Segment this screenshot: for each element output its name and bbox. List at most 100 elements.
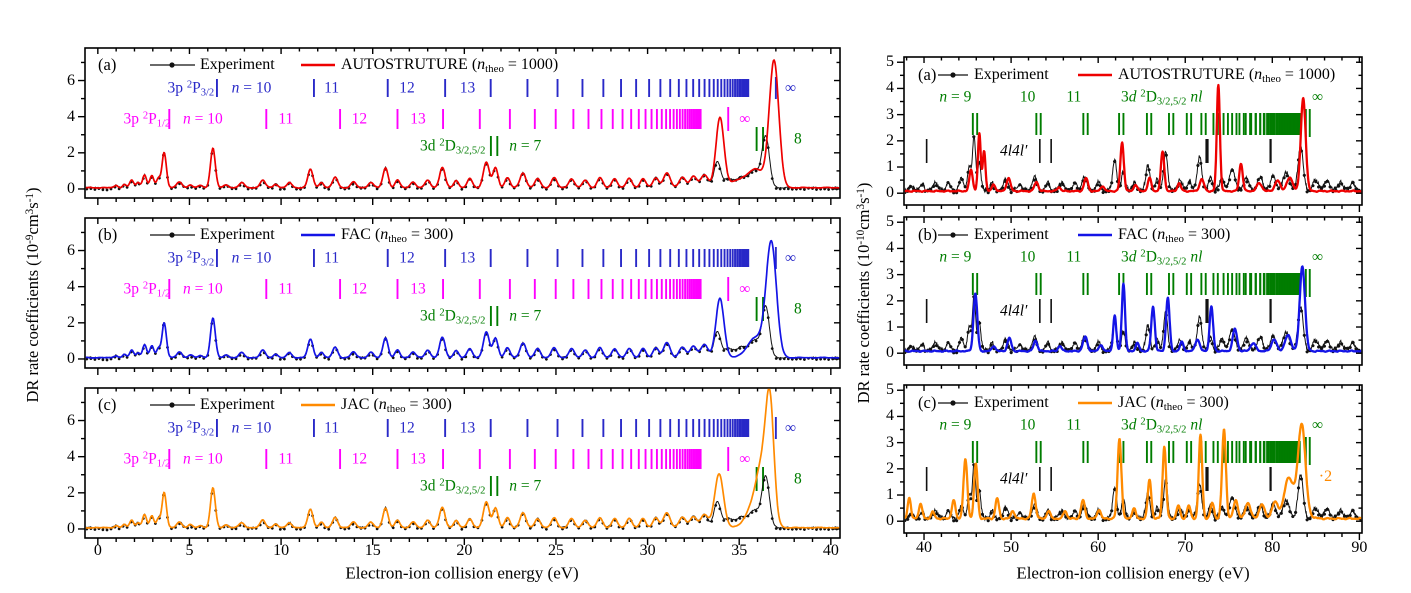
series-label: n = 10: [231, 419, 272, 437]
series-label: 13: [410, 280, 426, 298]
y-tick-label: 3: [886, 265, 894, 283]
series-label: 12: [351, 280, 368, 298]
series-label: n = 10: [231, 79, 272, 97]
theory-curve: [904, 83, 1362, 193]
series-label: 8: [793, 470, 802, 488]
legend-experiment-label: Experiment: [200, 396, 275, 413]
series-label: 13: [459, 79, 476, 97]
legend-theory-label: AUTOSTRUTURE (ntheo = 1000): [341, 56, 559, 76]
series-label: 3d 2D3/2,5/2 nl: [1121, 416, 1203, 436]
x-tick-label: 20: [456, 542, 473, 559]
panel-letter: (a): [98, 54, 117, 74]
series-label: 12: [351, 110, 368, 128]
x-tick-label: 40: [822, 542, 839, 559]
y-tick-label: 0: [886, 512, 894, 530]
y-tick-label: 4: [886, 407, 894, 425]
series-label: 10: [1019, 248, 1036, 266]
series-label: 11: [1066, 88, 1082, 106]
series-label: 10: [1019, 416, 1036, 434]
series-label: 11: [1066, 416, 1082, 434]
y-tick-label: 2: [886, 131, 894, 149]
legend-experiment-label: Experiment: [974, 66, 1049, 83]
legend-experiment-marker: [950, 72, 956, 78]
theory-curve: [85, 59, 840, 189]
series-label: 3p 2P3/2: [167, 419, 215, 439]
series-label: 3p 2P1/2: [123, 280, 171, 300]
theory-curve: [85, 388, 840, 529]
panel-letter: (c): [918, 392, 937, 412]
series-label: 3p 2P1/2: [123, 110, 171, 130]
y-tick-label: 2: [886, 459, 894, 477]
series-label: ∞: [739, 110, 751, 128]
experiment-curve: [904, 295, 1362, 354]
series-label: ∞: [1312, 88, 1324, 106]
series-label: 3d 2D3/2,5/2 nl: [1121, 88, 1203, 108]
legend-theory-label: AUTOSTRUTURE (ntheo = 1000): [1118, 66, 1336, 86]
panel-letter: (b): [98, 224, 118, 244]
y-tick-label: 5: [886, 53, 894, 71]
y-tick-label: 2: [67, 313, 75, 331]
series-label: 3d 2D3/2,5/2 nl: [1121, 248, 1203, 268]
y-tick-label: 1: [886, 318, 894, 336]
series-label: ∞: [739, 280, 751, 298]
series-label: ∞: [785, 249, 797, 267]
legend-theory-label: JAC (ntheo = 300): [1118, 394, 1229, 414]
y-tick-label: 5: [886, 381, 894, 399]
y-tick-label: 1: [886, 158, 894, 176]
series-label: n = 9: [939, 416, 972, 434]
series-label: n = 9: [939, 88, 972, 106]
x-tick-label: 90: [1351, 539, 1368, 556]
series-label: ∞: [1312, 416, 1324, 434]
theory-curve: [85, 239, 840, 359]
legend-experiment-label: Experiment: [974, 226, 1049, 243]
y-tick-label: 0: [886, 184, 894, 202]
series-label: n = 9: [939, 248, 972, 266]
series-label: n = 7: [509, 477, 542, 495]
series-label: 11: [324, 249, 340, 267]
legend-theory-label: FAC (ntheo = 300): [341, 226, 454, 246]
x-tick-label: 15: [364, 542, 381, 559]
series-label: 8: [793, 130, 802, 148]
series-label: 3d 2D3/2,5/2: [420, 477, 486, 497]
axis-box: [84, 217, 841, 369]
series-label: n = 10: [183, 450, 223, 468]
scale-factor-annotation: ·2: [1318, 468, 1333, 486]
y-tick-label: 2: [886, 291, 894, 309]
series-label: ∞: [1312, 248, 1324, 266]
theory-curve: [904, 422, 1362, 521]
legend-experiment-label: Experiment: [974, 394, 1049, 411]
series-label: 11: [324, 79, 340, 97]
x-tick-label: 30: [639, 542, 656, 559]
y-tick-label: 2: [67, 483, 75, 501]
series-label: ∞: [785, 79, 797, 97]
series-label: 13: [410, 110, 426, 128]
legend-theory-label: JAC (ntheo = 300): [341, 396, 452, 416]
series-label: 13: [459, 249, 476, 267]
y-tick-label: 4: [67, 277, 75, 295]
y-tick-label: 4: [886, 79, 894, 97]
series-label: 10: [1019, 88, 1036, 106]
y-tick-label: 3: [886, 433, 894, 451]
y-tick-label: 3: [886, 105, 894, 123]
y-tick-label: 1: [886, 486, 894, 504]
series-label: 3d 2D3/2,5/2: [420, 137, 486, 157]
x-tick-label: 60: [1090, 539, 1107, 556]
legend-experiment-marker: [169, 402, 175, 408]
x-tick-label: 0: [93, 542, 102, 559]
series-label: 12: [351, 450, 368, 468]
theory-curve: [904, 265, 1362, 353]
left-y-axis-title: DR rate coefficients (10-9cm3s-1): [22, 187, 42, 403]
series-label: 12: [399, 79, 415, 97]
y-tick-label: 6: [67, 241, 75, 259]
right-x-axis-title: Electron-ion collision energy (eV): [1016, 563, 1250, 583]
y-tick-label: 6: [67, 411, 75, 429]
x-tick-label: 35: [731, 542, 748, 559]
y-tick-label: 6: [67, 71, 75, 89]
series-label: 13: [459, 419, 476, 437]
legend-experiment-marker: [950, 232, 956, 238]
series-label: 8: [793, 300, 802, 318]
x-tick-label: 10: [273, 542, 290, 559]
series-label: ∞: [739, 450, 751, 468]
series-label: 11: [278, 280, 294, 298]
